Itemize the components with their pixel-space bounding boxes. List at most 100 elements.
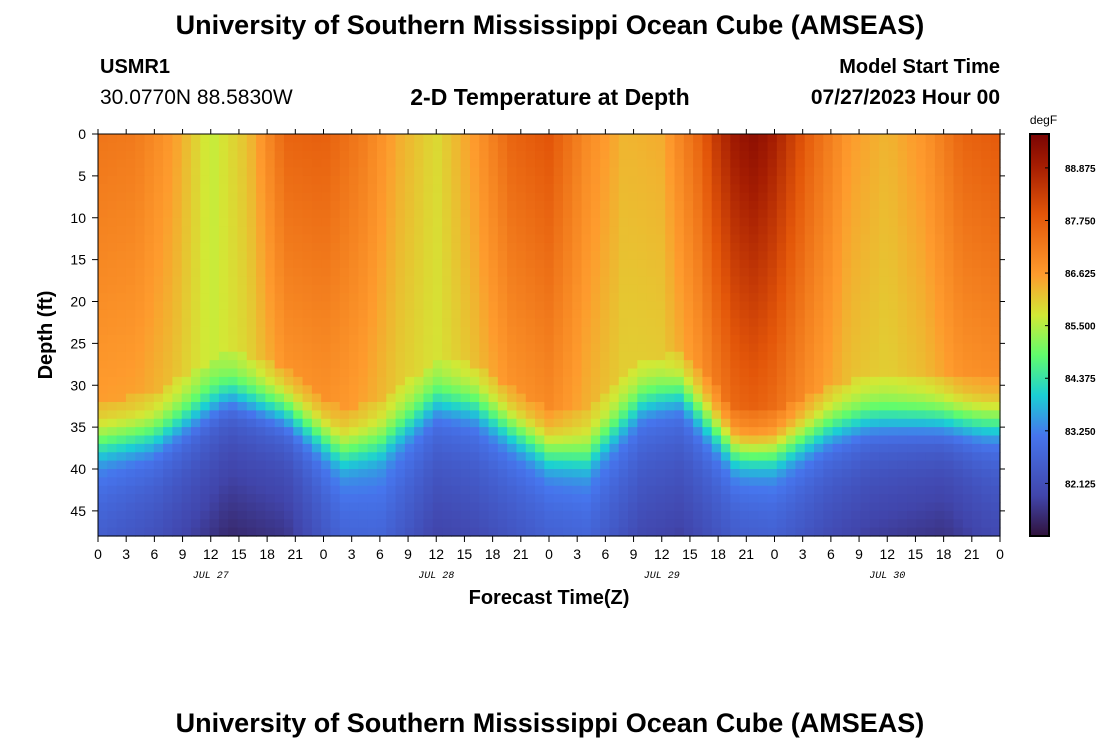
heatmap-cell: [200, 477, 211, 487]
heatmap-cell: [386, 175, 397, 185]
heatmap-cell: [590, 276, 601, 286]
heatmap-cell: [767, 309, 778, 319]
heatmap-cell: [265, 259, 276, 269]
heatmap-cell: [544, 284, 555, 294]
heatmap-cell: [990, 318, 1001, 328]
heatmap-cell: [460, 527, 471, 537]
heatmap-cell: [274, 234, 285, 244]
heatmap-cell: [841, 226, 852, 236]
heatmap-cell: [832, 410, 843, 420]
heatmap-cell: [274, 410, 285, 420]
heatmap-cell: [423, 184, 434, 194]
heatmap-cell: [721, 435, 731, 445]
heatmap-cell: [107, 318, 118, 328]
heatmap-cell: [897, 402, 908, 411]
heatmap-cell: [265, 494, 276, 504]
heatmap-cell: [609, 242, 620, 252]
heatmap-cell: [525, 175, 536, 185]
heatmap-cell: [469, 351, 480, 361]
heatmap-cell: [851, 318, 862, 328]
heatmap-cell: [200, 159, 211, 169]
heatmap-cell: [758, 502, 769, 512]
heatmap-cell: [841, 510, 852, 520]
heatmap-cell: [302, 234, 313, 244]
heatmap-cell: [98, 502, 108, 512]
heatmap-cell: [572, 159, 583, 169]
heatmap-cell: [107, 167, 118, 177]
heatmap-cell: [525, 217, 536, 227]
heatmap-cell: [730, 293, 741, 303]
heatmap-cell: [414, 217, 425, 227]
heatmap-cell: [302, 469, 313, 478]
heatmap-cell: [674, 234, 685, 244]
heatmap-cell: [367, 284, 378, 294]
heatmap-cell: [200, 435, 211, 445]
heatmap-cell: [107, 242, 118, 252]
heatmap-cell: [311, 159, 322, 169]
heatmap-cell: [683, 393, 694, 403]
heatmap-cell: [302, 150, 313, 160]
heatmap-cell: [674, 309, 685, 319]
heatmap-cell: [535, 175, 545, 185]
heatmap-cell: [572, 443, 583, 453]
heatmap-cell: [507, 402, 518, 411]
heatmap-cell: [814, 259, 824, 269]
heatmap-cell: [851, 184, 862, 194]
heatmap-cell: [414, 427, 425, 437]
heatmap-cell: [321, 469, 332, 478]
heatmap-cell: [414, 452, 425, 462]
heatmap-cell: [311, 242, 322, 252]
heatmap-cell: [153, 201, 164, 210]
heatmap-cell: [246, 217, 257, 227]
heatmap-cell: [683, 343, 694, 353]
heatmap-cell: [190, 226, 201, 236]
heatmap-cell: [376, 301, 387, 311]
heatmap-cell: [367, 402, 378, 411]
heatmap-cell: [637, 494, 648, 504]
heatmap-cell: [200, 427, 211, 437]
heatmap-cell: [990, 376, 1001, 386]
heatmap-cell: [311, 284, 322, 294]
heatmap-cell: [163, 217, 173, 227]
heatmap-cell: [423, 209, 434, 219]
heatmap-cell: [535, 485, 545, 495]
heatmap-cell: [925, 376, 936, 386]
heatmap-cell: [339, 242, 350, 252]
heatmap-cell: [730, 326, 741, 336]
heatmap-cell: [841, 368, 852, 378]
heatmap-cell: [107, 502, 118, 512]
heatmap-cell: [758, 343, 769, 353]
heatmap-cell: [432, 226, 443, 236]
heatmap-cell: [507, 293, 518, 303]
heatmap-cell: [897, 410, 908, 420]
heatmap-cell: [934, 443, 945, 453]
heatmap-cell: [711, 402, 722, 411]
heatmap-cell: [962, 343, 973, 353]
heatmap-cell: [116, 402, 127, 411]
heatmap-cell: [618, 142, 629, 152]
heatmap-cell: [163, 251, 173, 261]
heatmap-cell: [116, 527, 127, 537]
heatmap-cell: [981, 184, 992, 194]
heatmap-cell: [683, 284, 694, 294]
heatmap-cell: [637, 309, 648, 319]
heatmap-cell: [553, 502, 564, 512]
heatmap-cell: [981, 226, 992, 236]
heatmap-cell: [655, 217, 666, 227]
heatmap-cell: [637, 477, 648, 487]
heatmap-cell: [721, 209, 731, 219]
heatmap-cell: [907, 502, 917, 512]
heatmap-cell: [144, 175, 155, 185]
heatmap-cell: [693, 309, 704, 319]
heatmap-cell: [702, 167, 713, 177]
heatmap-cell: [544, 175, 555, 185]
heatmap-cell: [535, 242, 545, 252]
heatmap-cell: [823, 326, 834, 336]
heatmap-cell: [637, 301, 648, 311]
heatmap-cell: [618, 234, 629, 244]
heatmap-cell: [237, 410, 248, 420]
heatmap-cell: [339, 192, 350, 202]
heatmap-cell: [135, 192, 146, 202]
heatmap-cell: [860, 360, 871, 370]
heatmap-cell: [246, 527, 257, 537]
